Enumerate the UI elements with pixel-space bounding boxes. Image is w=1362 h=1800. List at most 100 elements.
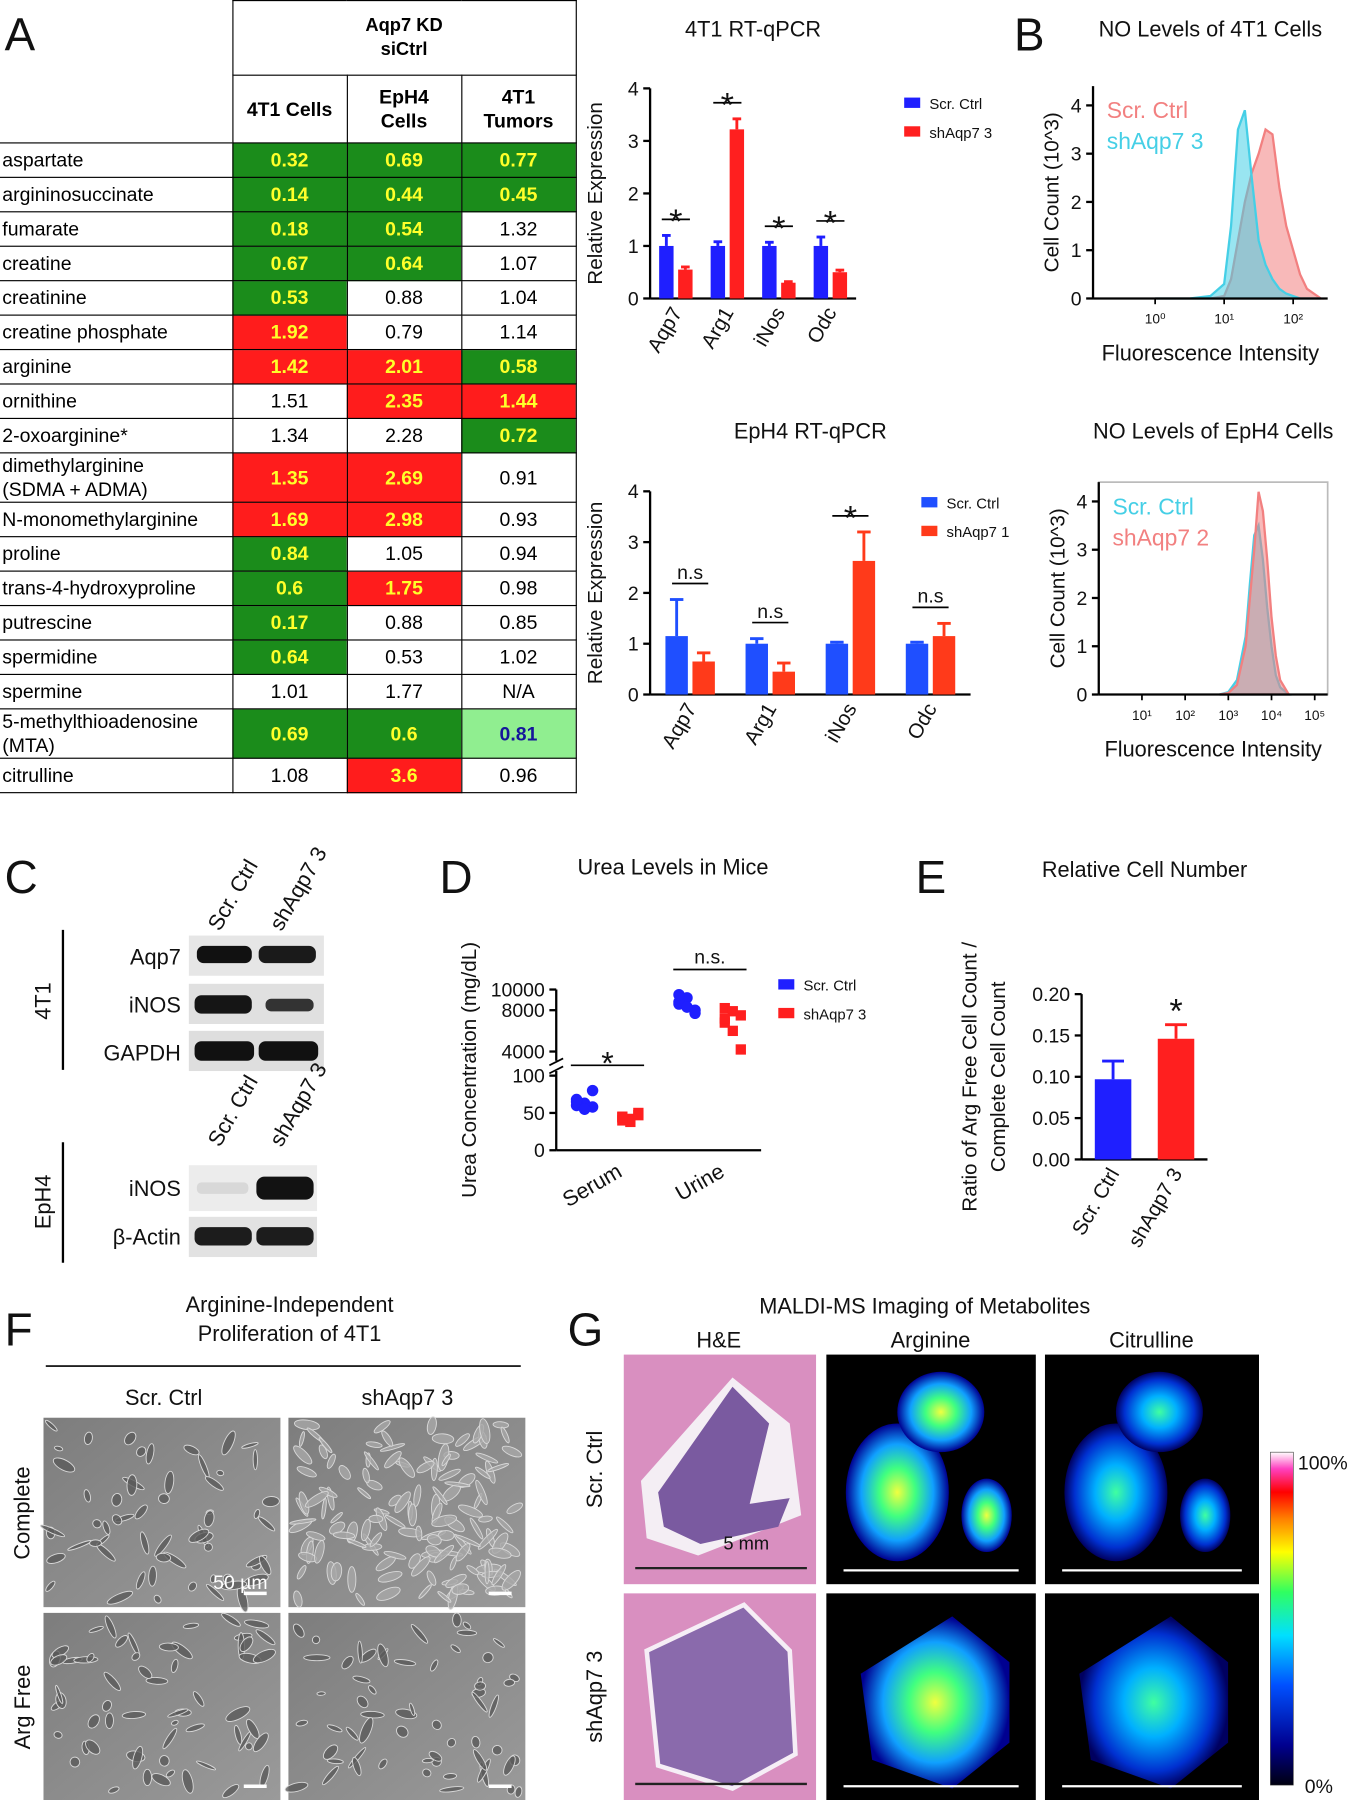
fold-change: 1.08 bbox=[231, 757, 348, 794]
cell bbox=[347, 1566, 357, 1593]
x-tick-label: 10² bbox=[1175, 708, 1195, 723]
panel-title: Arginine-Independent bbox=[186, 1292, 394, 1317]
cell bbox=[209, 1574, 217, 1584]
data-point bbox=[633, 1107, 644, 1119]
y-tick-label: 4 bbox=[1071, 95, 1082, 117]
cell bbox=[428, 1750, 443, 1762]
table-row: fumarate 0.18 0.54 1.32 bbox=[0, 211, 577, 247]
panel-label: E bbox=[916, 851, 947, 903]
cell bbox=[293, 1623, 305, 1638]
cell bbox=[360, 1518, 371, 1542]
fold-change: 0.14 bbox=[231, 176, 348, 213]
fold-change: 2.28 bbox=[346, 417, 462, 454]
y-tick-label: 2 bbox=[1071, 192, 1082, 214]
cell bbox=[503, 1755, 516, 1776]
lane-label: shAqp7 3 bbox=[264, 842, 332, 934]
cell bbox=[83, 1431, 93, 1445]
table-row: creatine phosphate 1.92 0.79 1.14 bbox=[0, 314, 577, 351]
y-tick-label: 4 bbox=[1077, 491, 1088, 513]
cell bbox=[86, 1652, 95, 1663]
cell bbox=[126, 1474, 138, 1496]
y-axis-label: Ratio of Arg Free Cell Count / bbox=[958, 942, 981, 1212]
fold-change: 0.54 bbox=[346, 211, 462, 247]
annotation: * bbox=[1169, 992, 1182, 1030]
cell bbox=[479, 1418, 491, 1445]
fold-change: 0.81 bbox=[460, 708, 577, 759]
x-tick-label: iNos bbox=[821, 699, 861, 746]
metabolite-name: 5-methylthioadenosine (MTA) bbox=[0, 708, 233, 759]
cell bbox=[318, 1437, 333, 1454]
column-header: 4T1 Cells bbox=[231, 74, 348, 144]
column-header: 4T1 Tumors bbox=[460, 74, 577, 144]
fold-change: 0.6 bbox=[231, 570, 348, 607]
cell bbox=[134, 1504, 148, 1520]
bar bbox=[772, 671, 795, 695]
fold-change: 1.69 bbox=[231, 501, 348, 538]
he-tissue bbox=[658, 1386, 790, 1545]
cell bbox=[293, 1445, 313, 1465]
metabolite-name: fumarate bbox=[0, 211, 233, 247]
fold-change: 1.34 bbox=[231, 417, 348, 454]
metabolite-name: proline bbox=[0, 536, 233, 572]
bar bbox=[832, 272, 848, 299]
cell bbox=[289, 1518, 317, 1525]
cell bbox=[183, 1444, 200, 1456]
legend-label: Scr. Ctrl bbox=[803, 979, 856, 995]
cell bbox=[433, 1544, 455, 1564]
metabolite-name: aspartate bbox=[0, 142, 233, 178]
bar bbox=[905, 643, 929, 695]
cell bbox=[121, 1711, 147, 1720]
bar bbox=[813, 245, 829, 299]
x-tick-label: 10³ bbox=[1218, 708, 1238, 723]
cell bbox=[365, 1441, 383, 1448]
cell bbox=[396, 1725, 409, 1738]
cell bbox=[239, 1636, 254, 1653]
cell bbox=[92, 1519, 102, 1529]
fold-change: 0.84 bbox=[231, 536, 348, 572]
legend-swatch bbox=[778, 1007, 795, 1019]
cell bbox=[455, 1433, 470, 1447]
cell bbox=[69, 1756, 81, 1768]
fold-change: 0.6 bbox=[346, 708, 462, 759]
y-tick-label: 0 bbox=[628, 684, 639, 706]
fold-change: 1.07 bbox=[460, 245, 577, 282]
chart-title: 4T1 RT-qPCR bbox=[685, 17, 821, 42]
cell bbox=[469, 1517, 484, 1540]
cell bbox=[104, 1615, 117, 1639]
cell bbox=[394, 1491, 411, 1514]
cell bbox=[326, 1758, 344, 1765]
panel-label: G bbox=[568, 1303, 604, 1355]
cell bbox=[471, 1691, 488, 1713]
table-row: N-monomethylarginine 1.69 2.98 0.93 bbox=[0, 501, 577, 538]
cell bbox=[188, 1581, 198, 1592]
cell bbox=[398, 1457, 416, 1478]
x-tick-label: 10² bbox=[1283, 312, 1303, 327]
blot-band bbox=[196, 1182, 249, 1194]
cell bbox=[151, 1773, 171, 1787]
cell bbox=[373, 1420, 391, 1434]
fold-change: 1.75 bbox=[346, 570, 462, 607]
fold-change: 1.42 bbox=[231, 348, 348, 385]
cell bbox=[471, 1735, 481, 1749]
annotation: * bbox=[601, 1045, 613, 1081]
table-row: citrulline 1.08 3.6 0.96 bbox=[0, 757, 577, 794]
legend-label: shAqp7 1 bbox=[947, 525, 1010, 541]
band-label: iNOS bbox=[129, 992, 181, 1017]
cell bbox=[488, 1547, 512, 1559]
cell bbox=[416, 1460, 435, 1474]
legend-swatch bbox=[904, 126, 921, 137]
legend-label: shAqp7 3 bbox=[1107, 128, 1204, 154]
panel-label: F bbox=[5, 1303, 33, 1355]
annotation: * bbox=[844, 500, 857, 538]
fold-change: 0.85 bbox=[460, 604, 577, 641]
data-point bbox=[727, 1006, 738, 1017]
panel-label: D bbox=[440, 851, 473, 903]
axis-break bbox=[548, 1057, 564, 1067]
cell bbox=[426, 1416, 437, 1435]
cell bbox=[506, 1502, 523, 1515]
cell bbox=[451, 1583, 470, 1595]
data-point bbox=[673, 988, 685, 1001]
cell bbox=[39, 1524, 66, 1538]
